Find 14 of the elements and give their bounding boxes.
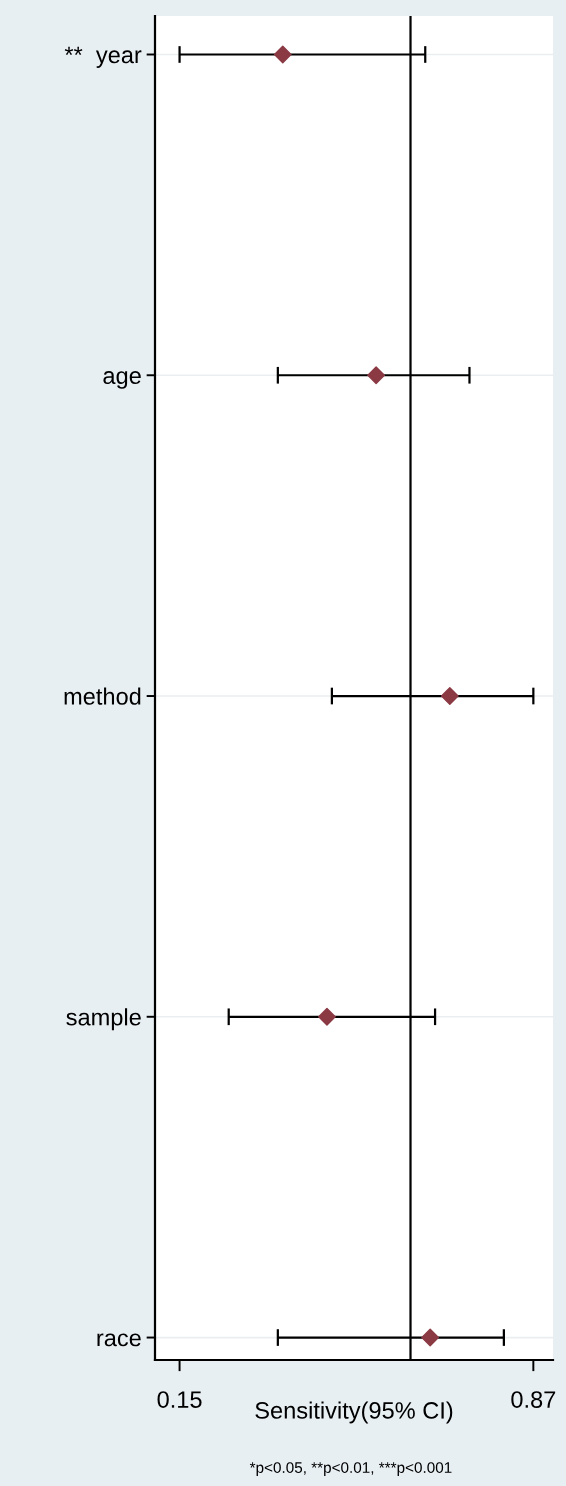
y-tick-label: age: [103, 371, 141, 389]
y-tick-label: method: [64, 687, 141, 705]
point: [273, 45, 292, 64]
x-axis-title: Sensitivity(95% CI): [255, 1401, 453, 1424]
point: [421, 1328, 440, 1347]
y-tick-label: race: [97, 1333, 141, 1347]
point: [440, 687, 459, 705]
point: [318, 1007, 336, 1026]
y-tick-label: sample: [66, 1008, 141, 1031]
point: [367, 366, 386, 385]
x-tick-label: 0.15: [157, 1391, 202, 1408]
text: *p<0.05, **p<0.01, ***p<0.001: [249, 1462, 452, 1476]
x-tick-label: 0.87: [511, 1391, 556, 1408]
y-tick-label: ** year: [64, 46, 142, 68]
